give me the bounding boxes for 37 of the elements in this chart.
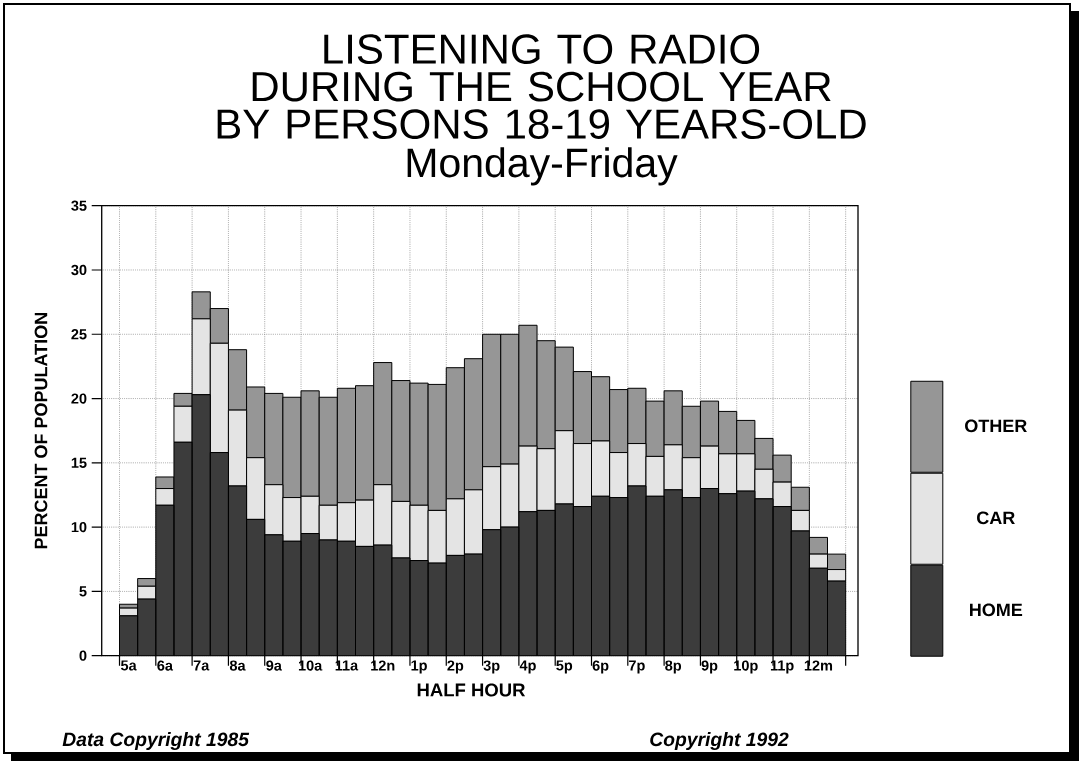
x-tick-label: 9p: [701, 660, 718, 674]
x-axis-title: HALF HOUR: [417, 683, 526, 697]
text: Data Copyright 1985: [62, 731, 250, 750]
y-tick-label: 15: [71, 457, 87, 468]
x-tick-label: 11p: [770, 660, 794, 674]
x-tick-label: 7a: [193, 660, 210, 671]
y-tick-label: 0: [79, 650, 87, 661]
text: OTHER: [965, 419, 1027, 433]
chart-title: LISTENING TO RADIO DURING THE SCHOOL YEAR BY PERSONS 18-19 YEARS-OLD: [217, 34, 866, 139]
y-tick-label: 25: [71, 329, 87, 340]
y-tick-label: 5: [79, 586, 87, 597]
text: Copyright 1992: [650, 731, 789, 750]
y-tick-label: 20: [71, 393, 87, 404]
y-axis-title: PERCENT OF POPULATION: [34, 313, 48, 549]
x-tick-label: 8a: [229, 660, 246, 671]
x-tick-label: 12m: [804, 660, 833, 671]
x-tick-label: 1p: [411, 660, 427, 674]
y-tick-label: 35: [71, 200, 87, 211]
x-tick-label: 10a: [298, 660, 323, 671]
x-tick-label: 5a: [120, 660, 137, 671]
x-tick-label: 12n: [371, 660, 395, 671]
x-tick-label: 10p: [734, 660, 758, 674]
chart-subtitle: Monday-Friday: [407, 147, 678, 186]
y-tick-label: 30: [71, 264, 87, 276]
x-tick-label: 7p: [629, 660, 645, 674]
y-tick-label: 10: [71, 521, 87, 533]
x-tick-label: 8p: [665, 660, 682, 674]
x-tick-label: 9a: [266, 660, 282, 671]
x-tick-label: 3p: [483, 660, 500, 674]
text: HOME: [970, 603, 1023, 617]
x-tick-label: 11a: [335, 660, 359, 671]
x-tick-label: 2p: [447, 660, 464, 674]
x-tick-label: 6a: [157, 660, 174, 671]
x-tick-label: 5p: [556, 660, 573, 674]
text: CAR: [977, 511, 1015, 525]
x-tick-label: 6p: [592, 660, 609, 674]
x-tick-label: 4p: [519, 660, 536, 674]
